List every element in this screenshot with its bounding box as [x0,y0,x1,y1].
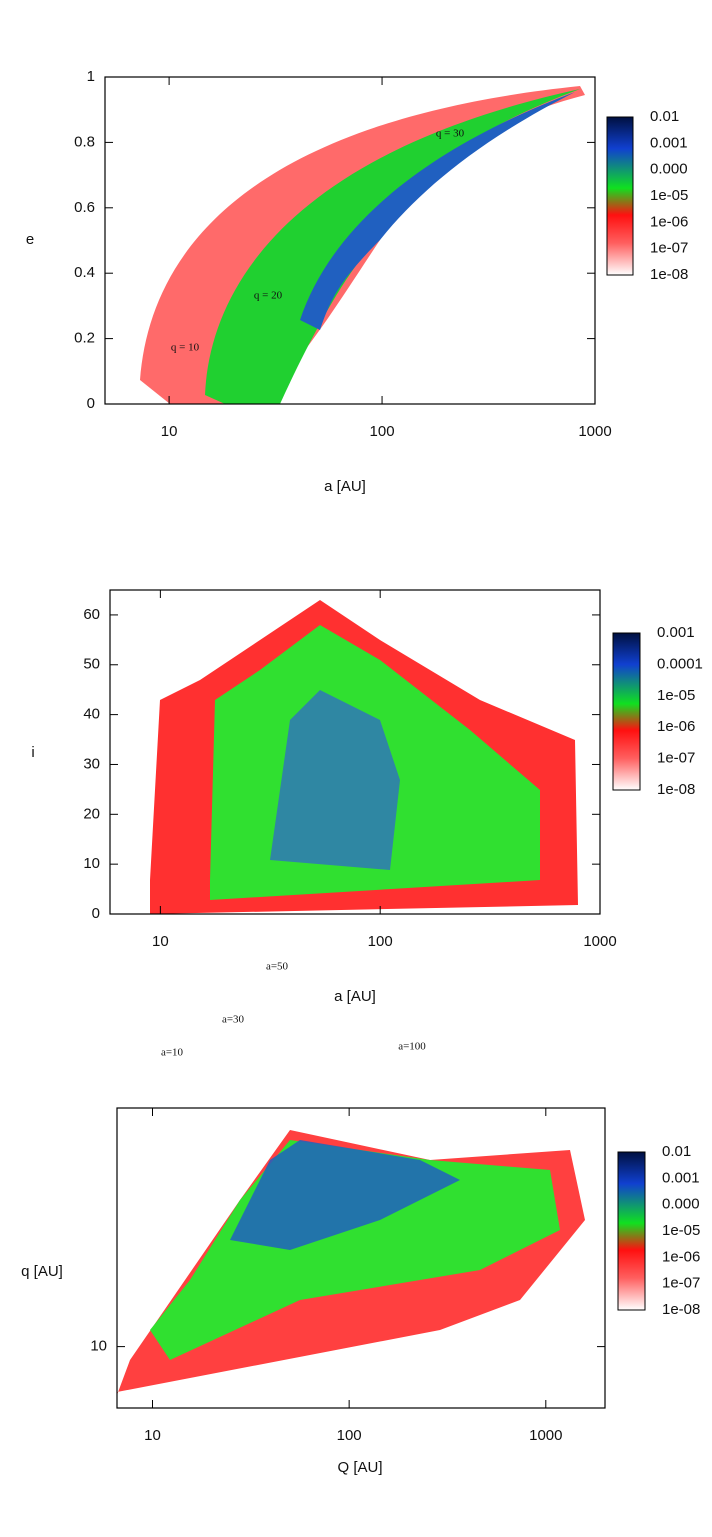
y-tick-label: 1 [87,68,95,85]
y-tick-label: 10 [90,1338,107,1355]
x-tick-label: 1000 [529,1427,562,1444]
colorbar-label: 0.01 [662,1143,691,1160]
x-axis-label: a [AU] [334,988,376,1005]
colorbar-label: 1e-06 [657,718,695,735]
x-tick-label: 100 [368,933,393,950]
y-tick-label: 0.4 [74,264,95,281]
plot-frame [104,76,596,405]
plot-frame [116,1107,606,1409]
y-axis-label: i [31,744,34,761]
colorbar [617,1151,646,1311]
x-tick-label: 1000 [578,423,611,440]
colorbar-label: 0.01 [650,108,679,125]
annotation: a=10 [161,1047,184,1059]
x-tick-label: 10 [152,933,169,950]
y-axis-label: q [AU] [21,1263,63,1280]
colorbar-label: 1e-06 [650,213,688,230]
colorbar-label: 1e-05 [662,1222,700,1239]
x-tick-label: 10 [144,1427,161,1444]
x-tick-label: 100 [337,1427,362,1444]
colorbar-label: 1e-08 [662,1301,700,1318]
annotation: a=50 [266,961,289,973]
y-tick-label: 0.6 [74,199,95,216]
colorbar-label: 0.000 [662,1196,700,1213]
colorbar-label: 0.000 [650,161,688,178]
x-tick-label: 1000 [583,933,616,950]
annotation: a=100 [398,1041,426,1053]
density-field [117,1130,585,1395]
colorbar-label: 1e-05 [650,187,688,204]
colorbar-label: 1e-07 [650,240,688,257]
y-tick-label: 10 [83,855,100,872]
colorbar-label: 0.001 [662,1169,700,1186]
density-field [140,86,585,404]
colorbar-label: 1e-06 [662,1248,700,1265]
y-tick-label: 50 [83,656,100,673]
y-tick-label: 0 [92,905,100,922]
colorbar-label: 1e-08 [657,781,695,798]
y-axis-label: e [26,231,34,248]
density-field [150,600,578,914]
y-tick-label: 40 [83,706,100,723]
colorbar-label: 1e-07 [662,1275,700,1292]
annotation: q = 20 [254,290,283,302]
colorbar [606,116,634,276]
colorbar-label: 1e-08 [650,266,688,283]
annotation: a=30 [222,1014,245,1026]
colorbar-label: 0.001 [657,624,695,641]
y-tick-label: 0 [87,395,95,412]
x-tick-label: 100 [370,423,395,440]
colorbar-label: 0.001 [650,134,688,151]
x-axis-label: a [AU] [324,478,366,495]
y-tick-label: 20 [83,805,100,822]
colorbar-label: 1e-07 [657,750,695,767]
colorbar [612,632,641,791]
x-axis-label: Q [AU] [337,1459,382,1476]
y-tick-label: 0.2 [74,330,95,347]
colorbar-label: 0.0001 [657,655,703,672]
annotation: q = 10 [171,342,200,354]
plot-frame [109,589,601,915]
y-tick-label: 60 [83,606,100,623]
y-tick-label: 30 [83,755,100,772]
y-tick-label: 0.8 [74,133,95,150]
colorbar-label: 1e-05 [657,687,695,704]
annotation: q = 30 [436,128,465,140]
x-tick-label: 10 [161,423,178,440]
